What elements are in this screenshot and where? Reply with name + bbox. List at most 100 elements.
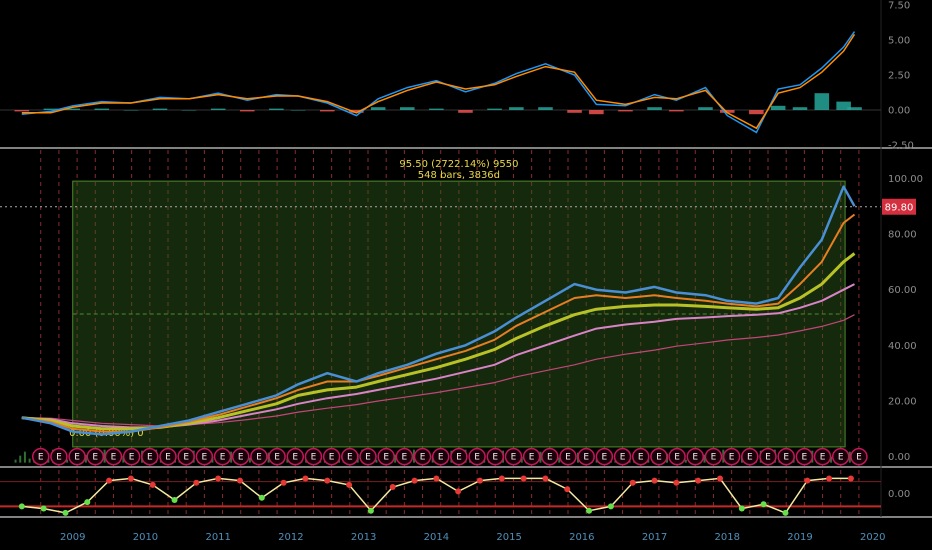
oscillator-point [738,505,745,512]
earnings-marker-label: E [511,453,517,463]
oscillator-point [498,475,505,482]
earnings-marker-label: E [311,453,317,463]
earnings-event-icon[interactable] [759,447,777,466]
oscillator-panel[interactable] [0,475,881,516]
earnings-event-icon[interactable] [286,447,305,466]
earnings-event-icon[interactable] [177,447,195,466]
earnings-marker-label: E [456,453,462,463]
oscillator-line[interactable] [21,477,851,514]
earnings-event-icon[interactable] [813,447,832,466]
macd-histogram-bar [290,110,306,111]
earnings-event-icon[interactable] [431,447,450,466]
earnings-event-icon[interactable] [250,447,268,466]
earnings-event-icon[interactable] [213,447,232,466]
earnings-event-icon[interactable] [413,447,432,466]
earnings-event-icon[interactable] [704,447,723,466]
oscillator-point [433,475,440,482]
macd-panel[interactable] [0,31,881,134]
macd-histogram-bar [538,107,553,110]
earnings-event-icon[interactable] [777,447,795,466]
price-axis[interactable]: 7.50 5.00 2.50 0.00 -2.50 100.00 80.00 60.00 40.… [882,1,923,501]
volume-bar [84,454,87,463]
earnings-event-icon[interactable] [268,447,286,466]
earnings-event-icon[interactable] [595,447,614,466]
oscillator-point [346,481,353,488]
volume-bar [14,459,17,463]
earnings-marker-label: E [656,453,662,463]
earnings-event-icon[interactable] [231,447,250,466]
macd-histogram-bar [589,110,604,115]
earnings-event-icon[interactable] [850,447,868,466]
earnings-event-icon[interactable] [359,447,377,466]
earnings-event-icon[interactable] [668,447,686,466]
earnings-event-icon[interactable] [577,447,595,466]
earnings-marker-label: E [347,453,353,463]
earnings-event-icon[interactable] [613,447,632,466]
volume-bar [23,451,26,463]
earnings-event-icon[interactable] [522,447,541,466]
earnings-event-icon[interactable] [86,447,105,466]
macd-histogram-bar [749,110,764,115]
oscillator-point [717,475,723,482]
earnings-marker-label: E [820,453,826,463]
earnings-marker-label: E [529,453,535,463]
earnings-event-icon[interactable] [831,447,850,466]
oscillator-point [40,505,47,512]
earnings-event-icon[interactable] [341,447,359,466]
macd-histogram-bar [618,110,633,112]
moving-average-line[interactable] [21,213,856,433]
oscillator-point [847,475,854,482]
price-line[interactable] [21,185,856,436]
earnings-event-icon[interactable] [650,447,668,466]
earnings-event-icon[interactable] [559,447,577,466]
volume-bar [248,457,251,463]
earnings-event-icon[interactable] [486,447,505,466]
time-axis[interactable]: 2009 2010 2011 2012 2013 2014 2015 2016 2017 2018… [60,532,885,543]
macd-axis-tick-label: 5.00 [888,36,910,47]
earnings-event-icon[interactable] [377,447,395,466]
earnings-event-icon[interactable] [450,447,468,466]
time-axis-label: 2009 [60,532,85,543]
earnings-event-icon[interactable] [795,447,814,466]
volume-bar [520,456,523,463]
earnings-marker-label: E [256,453,262,463]
oscillator-point [607,503,614,510]
earnings-marker-label: E [220,453,226,463]
earnings-event-icon[interactable] [686,447,705,466]
earnings-event-icon[interactable] [68,447,86,466]
macd-histogram-bar [509,107,524,110]
macd-histogram-bar [240,110,255,112]
time-axis-label: 2012 [278,532,303,543]
price-axis-tick-label: 60.00 [888,285,917,296]
earnings-event-icon[interactable] [395,447,414,466]
earnings-event-icon[interactable] [504,447,523,466]
time-axis-label: 2020 [860,532,885,543]
macd-signal-line[interactable] [21,33,856,130]
time-axis-label: 2013 [351,532,376,543]
macd-histogram-bar [720,110,735,113]
earnings-event-icon[interactable] [195,447,214,466]
earnings-event-icon[interactable] [141,447,159,466]
earnings-marker-label: E [165,453,171,463]
earnings-event-icon[interactable] [122,447,141,466]
earnings-event-icon[interactable] [541,447,559,466]
macd-line[interactable] [21,31,856,134]
last-price-tag[interactable] [882,198,916,215]
earnings-event-icon[interactable] [468,447,486,466]
volume-bar [19,455,22,463]
oscillator-point [84,499,91,506]
oscillator-point [586,507,593,514]
earnings-event-icon[interactable] [304,447,323,466]
earnings-event-icon[interactable] [722,447,741,466]
earnings-marker-label: E [565,453,571,463]
earnings-event-icon[interactable] [159,447,177,466]
earnings-event-icon[interactable] [50,447,68,466]
earnings-event-icon[interactable] [104,447,123,466]
earnings-event-icon[interactable] [741,447,759,466]
earnings-event-icon[interactable] [631,447,650,466]
earnings-event-icon[interactable] [31,447,50,466]
oscillator-point [542,475,549,482]
macd-histogram-bar [43,108,59,110]
earnings-event-icon[interactable] [322,447,341,466]
